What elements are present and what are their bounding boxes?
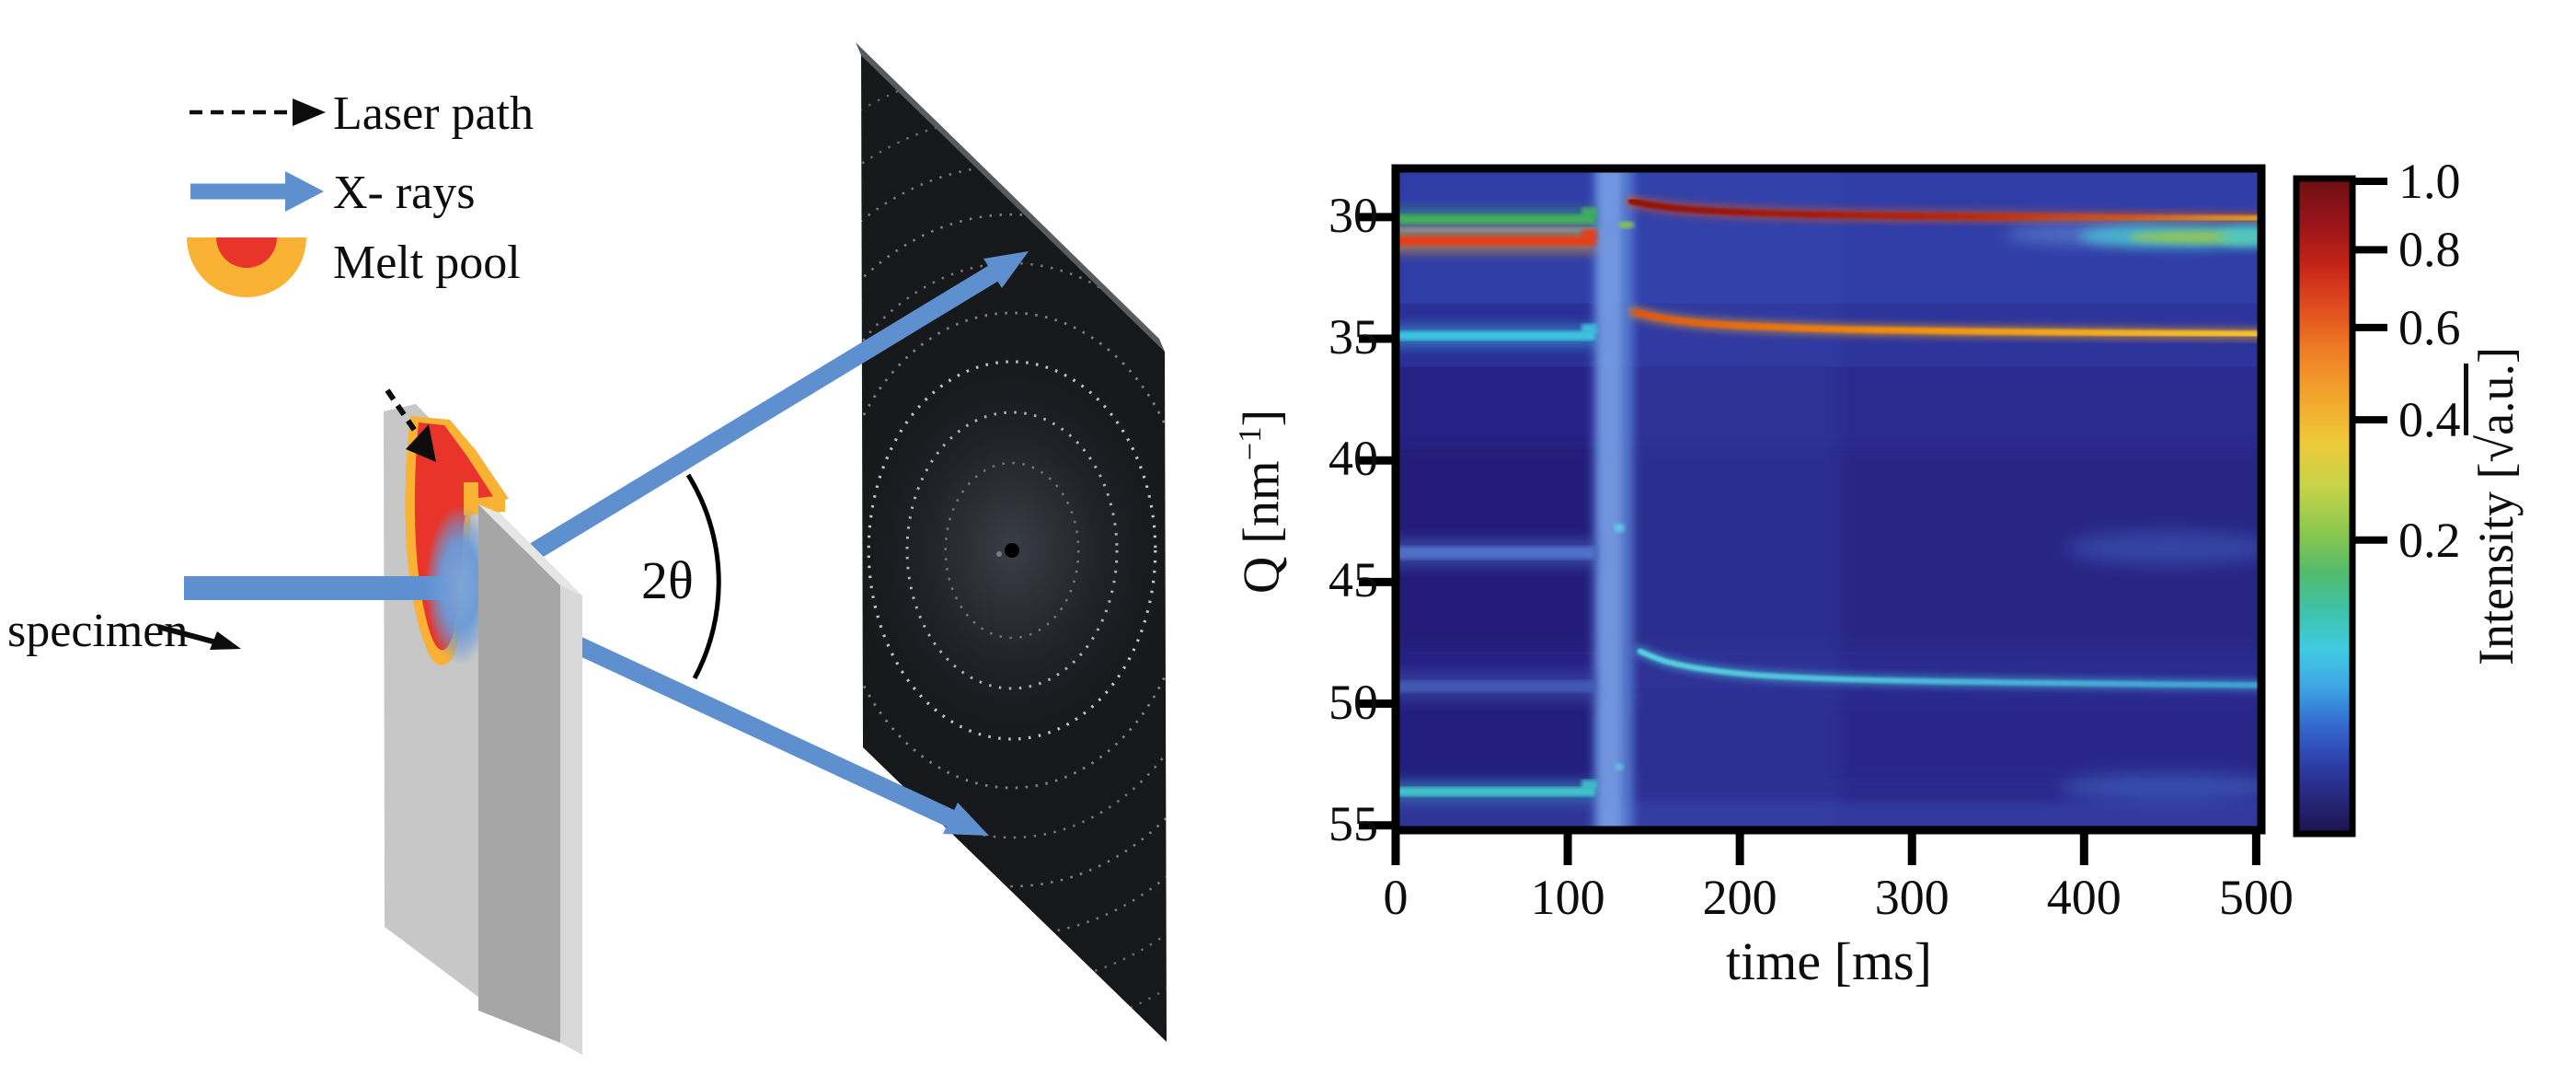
xtick-label: 0 xyxy=(1383,870,1409,925)
specimen-front-face xyxy=(478,504,560,1043)
x-axis-label: time [ms] xyxy=(1726,931,1932,991)
scattering-angle-label: 2θ xyxy=(641,550,694,610)
laser-path-arrow-icon xyxy=(190,98,326,126)
colorbar-label: Intensity [√a.u.] xyxy=(2468,346,2524,666)
xray-arrow-icon xyxy=(190,171,324,212)
xtick-label: 400 xyxy=(2046,870,2122,925)
ytick-label: 55 xyxy=(1328,795,1378,851)
ytick-label: 30 xyxy=(1328,187,1378,243)
heatmap-axes xyxy=(1391,164,2266,835)
xtick-label: 500 xyxy=(2218,870,2294,925)
specimen-top-bevel xyxy=(478,504,582,595)
legend-label-melt-pool: Melt pool xyxy=(333,237,521,289)
specimen-label: specimen xyxy=(7,605,189,657)
colorbar xyxy=(2293,175,2387,838)
heatmap-plot xyxy=(1396,168,2261,830)
melt-pool-icon xyxy=(187,237,306,297)
detector-panel xyxy=(856,42,1167,1042)
specimen-right-face xyxy=(560,585,582,1055)
ytick-label: 35 xyxy=(1328,309,1378,365)
scattered-beams xyxy=(517,251,1029,836)
legend xyxy=(157,98,326,650)
ytick-label: 50 xyxy=(1328,674,1378,730)
xtick-label: 300 xyxy=(1874,870,1949,925)
cbtick-label: 0.4 xyxy=(2398,392,2461,448)
laser-path-arrowhead-icon xyxy=(406,424,436,462)
xtick-label: 200 xyxy=(1702,870,1777,925)
scattered-xray-beam-upper xyxy=(517,263,1002,567)
legend-label-laser-path: Laser path xyxy=(333,87,535,140)
melt-pool-step xyxy=(464,482,505,515)
laser-path-arrow xyxy=(385,388,420,435)
scattered-beam-lower-arrowhead-icon xyxy=(943,803,989,836)
xray-beam-spot xyxy=(425,505,495,665)
axis-ticks xyxy=(1359,213,2260,865)
legend-label-xrays: X- rays xyxy=(333,167,476,219)
y-axis-label: Q [nm−1] xyxy=(1232,409,1291,595)
detector-top-bevel xyxy=(856,42,1165,352)
scattered-beam-upper-arrowhead-icon xyxy=(983,251,1029,288)
cbtick-label: 0.6 xyxy=(2398,299,2461,355)
xtick-label: 100 xyxy=(1530,870,1605,925)
specimen-pointer-arrow xyxy=(157,624,241,650)
scattering-angle-arc xyxy=(685,473,721,680)
ytick-label: 40 xyxy=(1328,431,1378,487)
cbtick-label: 0.2 xyxy=(2398,512,2461,568)
diffraction-rings xyxy=(861,55,1167,1042)
specimen-diagram xyxy=(184,388,582,1055)
scattered-xray-beam-lower xyxy=(547,624,959,829)
cbtick-label: 1.0 xyxy=(2398,154,2461,209)
cbtick-label: 0.8 xyxy=(2398,222,2461,278)
ytick-label: 45 xyxy=(1328,552,1378,608)
